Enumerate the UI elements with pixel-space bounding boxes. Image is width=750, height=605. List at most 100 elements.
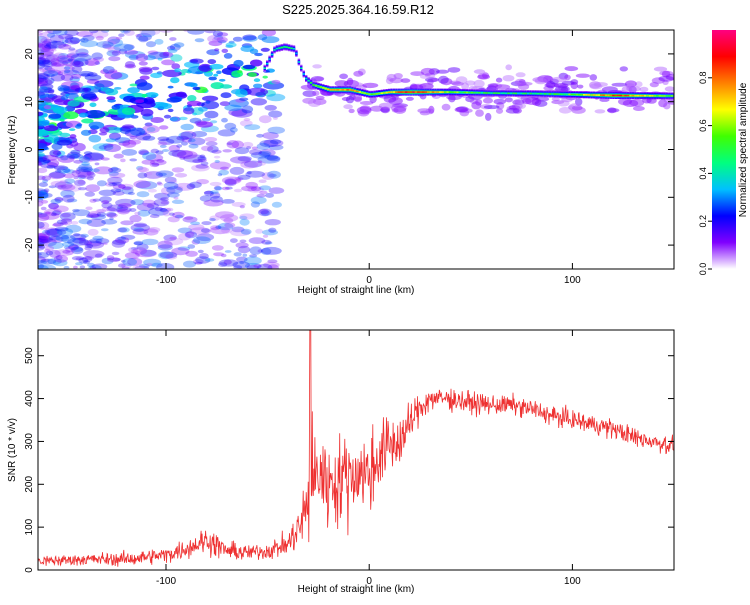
spectrogram-noise-cell — [127, 87, 140, 94]
spectrogram-ridge-segment — [373, 93, 376, 95]
spectrogram-noise-cell — [115, 198, 136, 207]
spectrogram-noise-cell — [107, 176, 123, 185]
spectrogram-ridge-segment — [661, 95, 664, 97]
spectrogram-noise-cell — [166, 186, 183, 194]
spectrogram-halo-cell — [473, 69, 486, 74]
spectrogram-noise-cell — [39, 235, 52, 244]
spectrogram-noise-cell — [257, 249, 264, 253]
spectrogram-noise-cell — [159, 144, 167, 148]
spectrogram-noise-cell — [38, 245, 46, 249]
spectrogram-noise-cell — [89, 266, 97, 269]
spectrogram-noise-cell — [142, 125, 160, 134]
spectrogram-noise-cell — [224, 104, 242, 112]
spectrogram-noise-cell — [207, 145, 219, 153]
spectrogram-ridge-segment — [541, 93, 544, 95]
spectrogram-noise-cell — [161, 186, 176, 195]
spectrogram-noise-cell — [124, 252, 140, 259]
spectrogram-noise-cell — [87, 72, 98, 77]
spectrogram-noise-cell — [157, 141, 168, 146]
colorbar-gradient — [712, 30, 736, 269]
spectrogram-noise-cell — [111, 181, 122, 186]
spectrogram-noise-cell — [210, 195, 223, 203]
spectrogram-noise-cell — [71, 246, 84, 255]
spectrogram-noise-cell — [218, 78, 226, 82]
spectrogram-noise-cell — [244, 160, 263, 168]
spectrogram-halo-cell — [622, 99, 639, 108]
spectrogram-noise-cell — [47, 64, 67, 74]
spectrogram-noise-cell — [202, 95, 219, 102]
spectrogram-ridge-segment — [380, 92, 383, 94]
snr-y-tick-label: 500 — [24, 347, 35, 364]
spectrogram-noise-cell — [56, 55, 75, 63]
spectrogram-noise-cell — [38, 43, 50, 49]
spectrogram-noise-cell — [101, 206, 111, 212]
spectrogram-noise-cell — [58, 69, 74, 76]
spectrogram-noise-cell — [106, 50, 119, 57]
spectrogram-noise-cell — [50, 58, 60, 65]
spectrogram-noise-cell — [52, 223, 62, 227]
spectrogram-noise-cell — [106, 96, 116, 100]
spectrogram-noise-cell — [87, 228, 99, 236]
spectrogram-noise-cell — [55, 235, 70, 242]
colorbar-ticks: 0.0 0.2 0.4 0.6 0.8 — [698, 72, 712, 275]
spectrogram-noise-cell — [81, 91, 96, 99]
spectrogram-noise-cell — [173, 196, 179, 200]
spectrogram-noise-cell — [38, 182, 49, 188]
spectrogram-noise-cell — [117, 184, 126, 189]
spectrogram-noise-cell — [220, 92, 232, 99]
spectrogram-noise-cell — [188, 138, 196, 143]
spectrogram-noise-cell — [48, 69, 62, 75]
spectrogram-halo-cell — [389, 77, 404, 84]
spectrogram-noise-cell — [216, 36, 228, 43]
spectrogram-noise-cell — [186, 183, 196, 190]
spectrogram-noise-cell — [50, 62, 62, 67]
spectrogram-noise-cell — [256, 193, 266, 198]
spectrogram-halo-cell — [447, 67, 461, 73]
spectrogram-noise-cell — [155, 170, 174, 178]
spectrogram-noise-cell — [242, 34, 257, 41]
spectrogram-noise-cell — [62, 194, 75, 203]
spectrogram-noise-cell — [46, 159, 60, 168]
spectrogram-noise-cell — [71, 73, 82, 79]
spectrogram-noise-cell — [38, 265, 49, 269]
spectrogram-noise-cell — [223, 217, 234, 224]
spectrogram-noise-cell — [207, 59, 217, 65]
spectrogram-ridge-segment — [329, 89, 332, 91]
spectrogram-ridge-segment — [483, 92, 486, 94]
spectrogram-noise-cell — [229, 166, 245, 175]
spectrogram-noise-cell — [157, 244, 173, 251]
spectrogram-noise-cell — [158, 138, 175, 145]
spectrogram-halo-cell — [594, 109, 606, 114]
spectrogram-noise-cell — [38, 212, 60, 220]
spectrogram-ridge-segment — [278, 47, 281, 49]
spectrogram-noise-cell — [40, 161, 58, 169]
spectrogram-noise-cell — [84, 256, 94, 260]
spectrogram-noise-cell — [263, 139, 284, 147]
spectrogram-noise-cell — [65, 93, 70, 97]
spectrogram-noise-cell — [143, 55, 156, 61]
spectrogram-noise-cell — [64, 64, 74, 70]
spectrogram-noise-cell — [157, 57, 163, 61]
spectrogram-noise-cell — [96, 209, 107, 213]
spectrogram-noise-cell — [57, 155, 75, 163]
spectrogram-ridge-segment — [422, 91, 425, 93]
spectrogram-ridge-segment — [653, 95, 657, 97]
spectrogram-ridge-segment — [529, 92, 532, 95]
spectrogram-noise-cell — [239, 261, 245, 265]
spectrogram-noise-cell — [42, 67, 56, 75]
spectrogram-noise-cell — [133, 180, 151, 189]
spectrogram-noise-cell — [38, 236, 49, 245]
spectrogram-noise-cell — [136, 202, 155, 212]
spectrogram-ridge-segment — [539, 92, 542, 95]
spectrogram-noise-cell — [120, 30, 131, 34]
spectrogram-noise-cell — [154, 192, 170, 200]
spectrogram-noise-cell — [44, 245, 55, 251]
spectrogram-ridge-segment — [578, 93, 581, 96]
spectrogram-noise-cell — [117, 205, 124, 209]
spectrogram-noise-cell — [38, 43, 57, 52]
spectrogram-noise-cell — [192, 112, 198, 116]
spectrogram-noise-cell — [262, 229, 278, 236]
spectrogram-noise-cell — [189, 227, 212, 235]
spectrogram-noise-cell — [40, 206, 47, 211]
spectrogram-noise-cell — [189, 82, 198, 88]
